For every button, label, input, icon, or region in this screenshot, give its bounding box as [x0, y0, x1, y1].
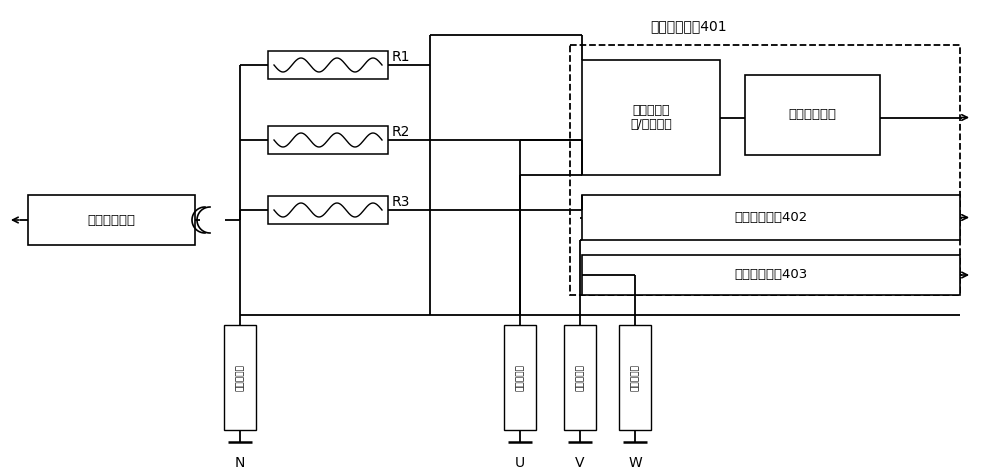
Text: V: V: [575, 456, 585, 470]
Bar: [564, 325, 596, 430]
Bar: [268, 196, 388, 224]
Text: R3: R3: [392, 195, 410, 209]
Bar: [28, 195, 195, 245]
Bar: [582, 60, 720, 175]
Text: U: U: [515, 456, 525, 470]
Text: 电流检测模块: 电流检测模块: [88, 213, 136, 227]
Text: 零线保护器: 零线保护器: [236, 364, 244, 391]
Bar: [268, 126, 388, 154]
Text: 一相保护器: 一相保护器: [516, 364, 524, 391]
Text: 电压输出电路: 电压输出电路: [788, 108, 836, 122]
Bar: [582, 195, 960, 240]
Bar: [224, 325, 256, 430]
Text: R1: R1: [392, 50, 411, 64]
Text: 加热电压输
入/检测电路: 加热电压输 入/检测电路: [630, 104, 672, 132]
Text: R2: R2: [392, 125, 410, 139]
Bar: [504, 325, 536, 430]
Text: 加热检测模块403: 加热检测模块403: [734, 268, 808, 282]
Bar: [570, 45, 960, 295]
Text: W: W: [628, 456, 642, 470]
Text: N: N: [235, 456, 245, 470]
Bar: [582, 255, 960, 295]
Text: 二相保护器: 二相保护器: [576, 364, 584, 391]
Bar: [268, 51, 388, 79]
Bar: [619, 325, 651, 430]
Text: 加热检测模块401: 加热检测模块401: [650, 19, 727, 33]
Text: 三相保护器: 三相保护器: [631, 364, 640, 391]
Bar: [745, 75, 880, 155]
Text: 加热检测模块402: 加热检测模块402: [734, 211, 808, 224]
